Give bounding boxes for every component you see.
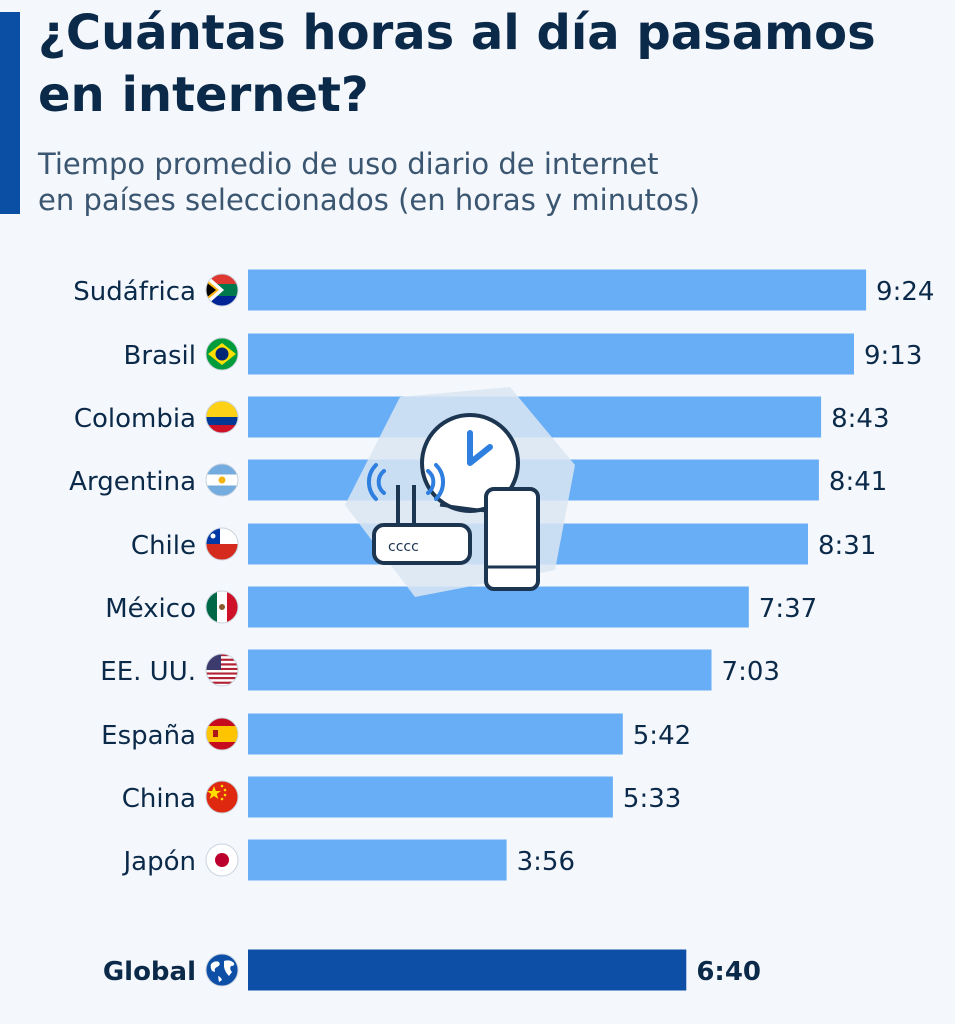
value-label-colombia: 8:43 bbox=[831, 404, 889, 434]
bar-españa bbox=[248, 713, 623, 755]
category-label-argentina: Argentina bbox=[69, 467, 196, 497]
category-label-japón: Japón bbox=[122, 847, 197, 877]
svg-text:cccc: cccc bbox=[388, 539, 419, 555]
value-label-brasil: 9:13 bbox=[864, 341, 922, 371]
chart-subtitle: Tiempo promedio de uso diario de interne… bbox=[38, 146, 938, 218]
value-label-china: 5:33 bbox=[623, 784, 681, 814]
category-label-sudáfrica: Sudáfrica bbox=[73, 277, 196, 307]
mexico-flag-icon bbox=[205, 590, 239, 624]
south-africa-flag-icon bbox=[205, 273, 239, 307]
value-label-chile: 8:31 bbox=[818, 531, 876, 561]
category-label-brasil: Brasil bbox=[124, 341, 196, 371]
bar-sudáfrica bbox=[248, 269, 867, 311]
usa-flag-icon bbox=[205, 653, 239, 687]
chile-flag-icon bbox=[205, 527, 239, 561]
value-label-japón: 3:56 bbox=[517, 847, 575, 877]
category-label-ee-uu: EE. UU. bbox=[100, 657, 196, 687]
japan-flag-icon bbox=[205, 843, 239, 877]
value-label-sudáfrica: 9:24 bbox=[876, 277, 934, 307]
value-label-españa: 5:42 bbox=[633, 721, 691, 751]
brazil-flag-icon bbox=[205, 337, 239, 371]
category-label-chile: Chile bbox=[131, 531, 196, 561]
category-label-china: China bbox=[122, 784, 196, 814]
bar-japón bbox=[248, 839, 507, 881]
subtitle-line-2: en países seleccionados (en horas y minu… bbox=[38, 183, 701, 217]
value-label-ee-uu: 7:03 bbox=[722, 657, 780, 687]
bar-global bbox=[248, 949, 687, 991]
bar-ee-uu bbox=[248, 649, 712, 691]
subtitle-line-1: Tiempo promedio de uso diario de interne… bbox=[38, 147, 659, 181]
spain-flag-icon bbox=[205, 717, 239, 751]
colombia-flag-icon bbox=[205, 400, 239, 434]
china-flag-icon bbox=[205, 780, 239, 814]
bar-brasil bbox=[248, 333, 854, 375]
category-label-global: Global bbox=[103, 957, 196, 987]
bar-méxico bbox=[248, 586, 749, 628]
chart-title: ¿Cuántas horas al día pasamos en interne… bbox=[38, 5, 876, 123]
bar-china bbox=[248, 776, 613, 818]
category-label-colombia: Colombia bbox=[74, 404, 196, 434]
value-label-argentina: 8:41 bbox=[829, 467, 887, 497]
value-label-global: 6:40 bbox=[696, 957, 761, 987]
globe-icon bbox=[205, 953, 239, 987]
router-clock-phone-icon: cccc bbox=[345, 387, 575, 597]
accent-bar bbox=[0, 12, 20, 214]
argentina-flag-icon bbox=[205, 463, 239, 497]
category-label-españa: España bbox=[101, 721, 196, 751]
category-label-méxico: México bbox=[105, 594, 196, 624]
value-label-méxico: 7:37 bbox=[759, 594, 817, 624]
